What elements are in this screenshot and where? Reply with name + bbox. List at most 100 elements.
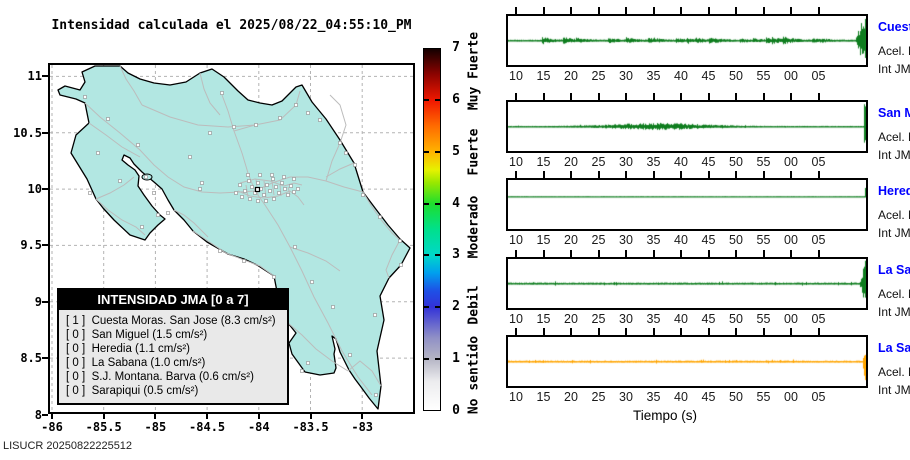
seismogram-x-tick-label: 00 [784, 155, 798, 169]
colorbar-tick-label: 3 [452, 247, 460, 263]
seismogram-panel: 10 15 20 25 30 35 40 45 50 55 00 05 [506, 7, 868, 83]
seismogram-x-tick-label: 40 [674, 312, 688, 326]
legend-item-station: S.J. Montana. Barva (0.6 cm/s²) [91, 371, 254, 383]
colorbar-category-label: Muy Fuerte [466, 32, 482, 111]
seismogram-top-tick [762, 328, 765, 335]
map-y-tick-label: 8.5 [20, 351, 42, 366]
seismogram-x-tick-label: 30 [619, 390, 633, 404]
station-name-label: La Sabana [878, 341, 910, 355]
map-x-tick-label: -85.5 [85, 420, 122, 434]
seismogram-x-tick-label: 25 [591, 69, 606, 83]
seismogram-top-tick [762, 93, 765, 100]
station-acel-label: Acel. Max. 0.0 [878, 365, 910, 379]
map-y-tick-mark [42, 75, 48, 78]
time-axis-label: Tiempo (s) [632, 408, 697, 423]
legend-item-intensity: [ 0 ] [66, 357, 86, 369]
waveform-canvas [508, 259, 866, 308]
waveform-canvas [508, 102, 866, 151]
seismogram-top-tick [625, 250, 627, 257]
seismogram-top-tick [542, 93, 545, 100]
station-acel-label: Acel. Max. 0.0 [878, 287, 910, 301]
colorbar-tick-label: 4 [452, 195, 460, 211]
seismogram-top-tick [680, 93, 682, 100]
map-y-tick-mark [42, 357, 48, 360]
seismogram-x-tick-label: 45 [701, 312, 716, 326]
waveform-canvas [508, 337, 866, 386]
seismogram-x-tick-label: 25 [591, 155, 606, 169]
station-name-label: San Miguel [878, 106, 910, 120]
seismogram-x-tick-label: 55 [756, 233, 771, 247]
colorbar-tick-mark [435, 254, 440, 257]
station-acel-label: Acel. Max. 0.0 [878, 130, 910, 144]
colorbar-tick-mark [435, 98, 440, 101]
seismogram-x-tick-label: 00 [784, 69, 798, 83]
station-acel-label: Acel. Max. 0.0 [878, 208, 910, 222]
legend-item-intensity: [ 0 ] [66, 343, 86, 355]
intensity-legend: INTENSIDAD JMA [0 a 7] [ 1 ] Cuesta Mora… [57, 288, 289, 405]
seismogram-top-tick [542, 328, 545, 335]
seismogram-x-tick-label: 50 [729, 390, 743, 404]
seismogram-top-tick [735, 250, 737, 257]
seismogram-top-tick [597, 93, 600, 100]
costa-rica-map [48, 63, 415, 414]
map-x-tick-mark [206, 414, 209, 419]
seismogram-top-tick [680, 171, 682, 178]
seismogram-x-tick-label: 45 [701, 233, 716, 247]
seismogram-top-tick [735, 93, 737, 100]
seismogram-x-tick-label: 25 [591, 390, 606, 404]
colorbar-tick-mark [424, 150, 429, 153]
colorbar-tick-mark [435, 306, 440, 309]
seismogram-x-tick-label: 35 [646, 155, 661, 169]
seismogram-top-tick [597, 250, 600, 257]
seismogram-top-tick [790, 7, 792, 14]
timestamp-watermark: LISUCR 20250822225512 [3, 440, 133, 452]
seismogram-x-tick-label: 50 [729, 312, 743, 326]
intensity-legend-title: INTENSIDAD JMA [0 a 7] [59, 290, 287, 310]
waveform-canvas [508, 16, 866, 65]
seismogram-x-tick-label: 35 [646, 233, 661, 247]
colorbar-tick-label: 7 [452, 40, 460, 55]
colorbar-tick-mark [435, 358, 440, 361]
seismogram-x-tick-label: 05 [811, 233, 826, 247]
map-x-tick-label: -84 [247, 420, 270, 434]
seismogram-top-tick [542, 7, 545, 14]
colorbar-tick-label: 5 [452, 143, 460, 159]
seismogram-x-tick-label: 30 [619, 69, 633, 83]
legend-item-intensity: [ 1 ] [66, 315, 86, 327]
seismogram-x-tick-label: 35 [646, 69, 661, 83]
intensity-legend-body: [ 1 ] Cuesta Moras. San Jose (8.3 cm/s²)… [59, 310, 287, 403]
station-name-label: La Sabana [878, 263, 910, 277]
seismogram-x-tick-label: 35 [646, 312, 661, 326]
map-x-tick-label: -85 [144, 420, 167, 434]
intensity-legend-item: [ 0 ] Sarapiqui (0.5 cm/s²) [59, 384, 287, 398]
colorbar-tick-mark [424, 202, 429, 205]
seismogram-top-tick [790, 93, 792, 100]
seismogram-x-tick-label: 10 [509, 233, 523, 247]
seismogram-top-tick [625, 328, 627, 335]
seismogram-x-tick-label: 25 [591, 312, 606, 326]
seismogram-top-tick [707, 171, 710, 178]
station-int-label: Int JMA: 0 [878, 62, 910, 76]
seismogram-top-tick [570, 7, 572, 14]
colorbar-tick-mark [424, 306, 429, 309]
seismogram-top-tick [570, 328, 572, 335]
map-y-tick-label: 9.5 [20, 238, 42, 253]
seismogram-top-tick [652, 7, 655, 14]
colorbar-tick-mark [435, 202, 440, 205]
map-x-tick-mark [361, 414, 364, 419]
legend-item-station: Cuesta Moras. San Jose (8.3 cm/s²) [91, 315, 276, 327]
seismogram-top-tick [762, 250, 765, 257]
colorbar-tick-label: 1 [452, 351, 460, 367]
map-x-tick-mark [154, 414, 157, 419]
intensity-legend-item: [ 0 ] San Miguel (1.5 cm/s²) [59, 328, 287, 342]
intensity-legend-item: [ 0 ] Heredia (1.1 cm/s²) [59, 342, 287, 356]
seismogram-x-tick-label: 10 [509, 155, 523, 169]
seismogram-x-tick-label: 25 [591, 233, 606, 247]
station-int-label: Int JMA: 0 [878, 226, 910, 240]
colorbar-tick-mark [435, 150, 440, 153]
seismogram-top-tick [680, 328, 682, 335]
seismogram-top-tick [542, 171, 545, 178]
seismogram-x-tick-label: 15 [536, 69, 551, 83]
seismogram-x-tick-label: 55 [756, 69, 771, 83]
seismogram-x-tick-label: 05 [811, 155, 826, 169]
